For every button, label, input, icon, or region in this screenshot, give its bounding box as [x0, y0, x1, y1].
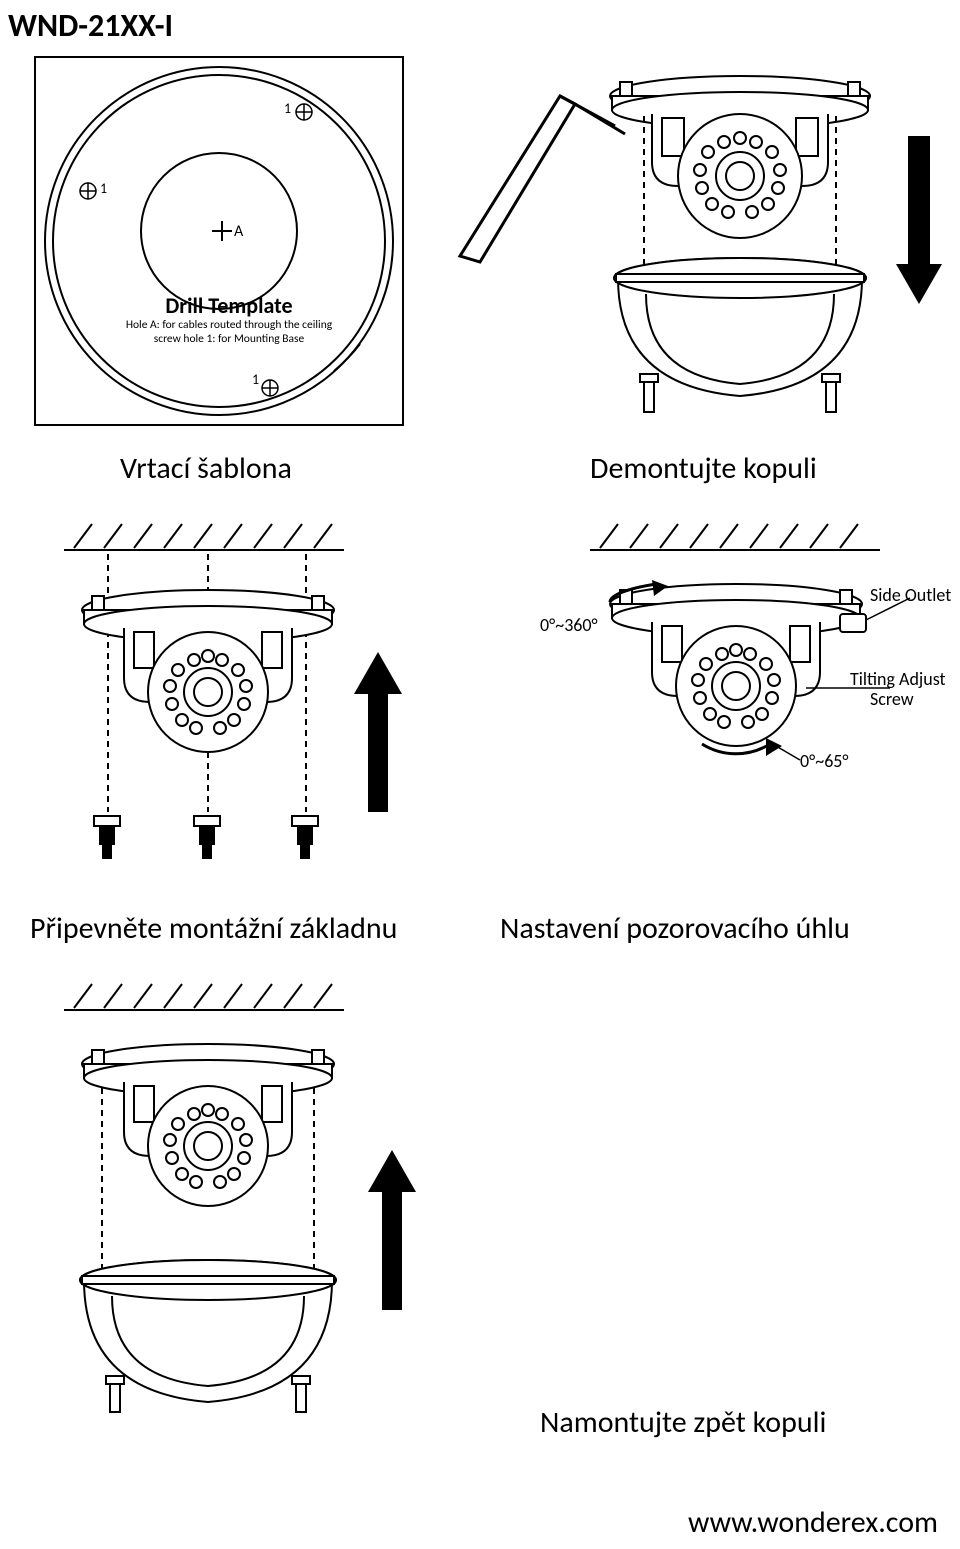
drill-title: Drill Template	[114, 292, 344, 319]
caption-step3: Připevněte montážní základnu	[30, 910, 397, 947]
drill-sub1: Hole A: for cables routed through the ce…	[114, 319, 344, 333]
drill-marker-left: 1	[100, 180, 107, 197]
label-rot360: 0°~360°	[540, 614, 598, 636]
drill-title-block: Drill Template Hole A: for cables routed…	[114, 292, 344, 347]
caption-step1: Vrtací šablona	[120, 450, 292, 487]
drill-marker-a: A	[234, 222, 243, 241]
header-model: WND-21XX-I	[8, 6, 173, 45]
caption-step5: Namontujte zpět kopuli	[540, 1404, 826, 1441]
drill-template-svg	[34, 56, 404, 426]
label-side-outlet: Side Outlet	[870, 584, 951, 606]
footer-url: www.wonderex.com	[688, 1504, 938, 1541]
label-tilt65: 0°~65°	[800, 750, 849, 772]
drill-marker-top: 1	[284, 100, 291, 117]
label-screw: Screw	[870, 688, 914, 710]
panel-mount-base	[44, 520, 444, 900]
panel-reassemble	[44, 980, 444, 1440]
panel-remove-dome	[420, 56, 960, 436]
caption-step4: Nastavení pozorovacího úhlu	[500, 910, 850, 947]
drill-marker-bottom: 1	[252, 371, 259, 388]
caption-step2: Demontujte kopuli	[590, 450, 817, 487]
label-tilting-adjust: Tilting Adjust	[850, 668, 946, 690]
drill-sub2: screw hole 1: for Mounting Base	[114, 333, 344, 347]
